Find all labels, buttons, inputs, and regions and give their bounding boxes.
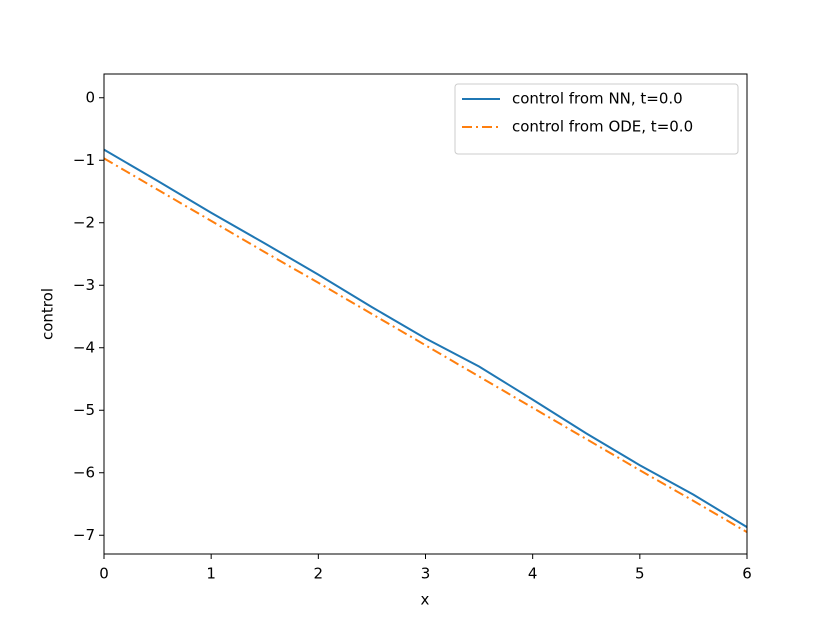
y-tick-label: −1: [73, 151, 95, 169]
x-tick-label: 5: [635, 565, 645, 583]
line-series: [103, 157, 748, 533]
x-tick-label: 1: [206, 565, 216, 583]
legend-label: control from NN, t=0.0: [512, 90, 683, 108]
x-tick-label: 2: [314, 565, 324, 583]
x-tick-label: 3: [421, 565, 431, 583]
y-tick-label: −5: [73, 401, 95, 419]
y-tick-label: −7: [73, 526, 95, 544]
y-axis-label: control: [39, 288, 57, 340]
y-tick-label: −2: [73, 213, 95, 231]
x-tick-label: 0: [99, 565, 109, 583]
line-series: [103, 148, 748, 528]
y-tick-label: −6: [73, 463, 95, 481]
legend-box: [454, 83, 739, 155]
x-tick-label: 4: [528, 565, 538, 583]
y-tick-label: −4: [73, 338, 95, 356]
x-axis-label: x: [421, 591, 430, 609]
legend-label: control from ODE, t=0.0: [512, 118, 693, 136]
y-tick-label: −3: [73, 276, 95, 294]
x-tick-label: 6: [742, 565, 752, 583]
plot-frame: [103, 73, 748, 555]
y-tick-label: 0: [85, 88, 95, 106]
